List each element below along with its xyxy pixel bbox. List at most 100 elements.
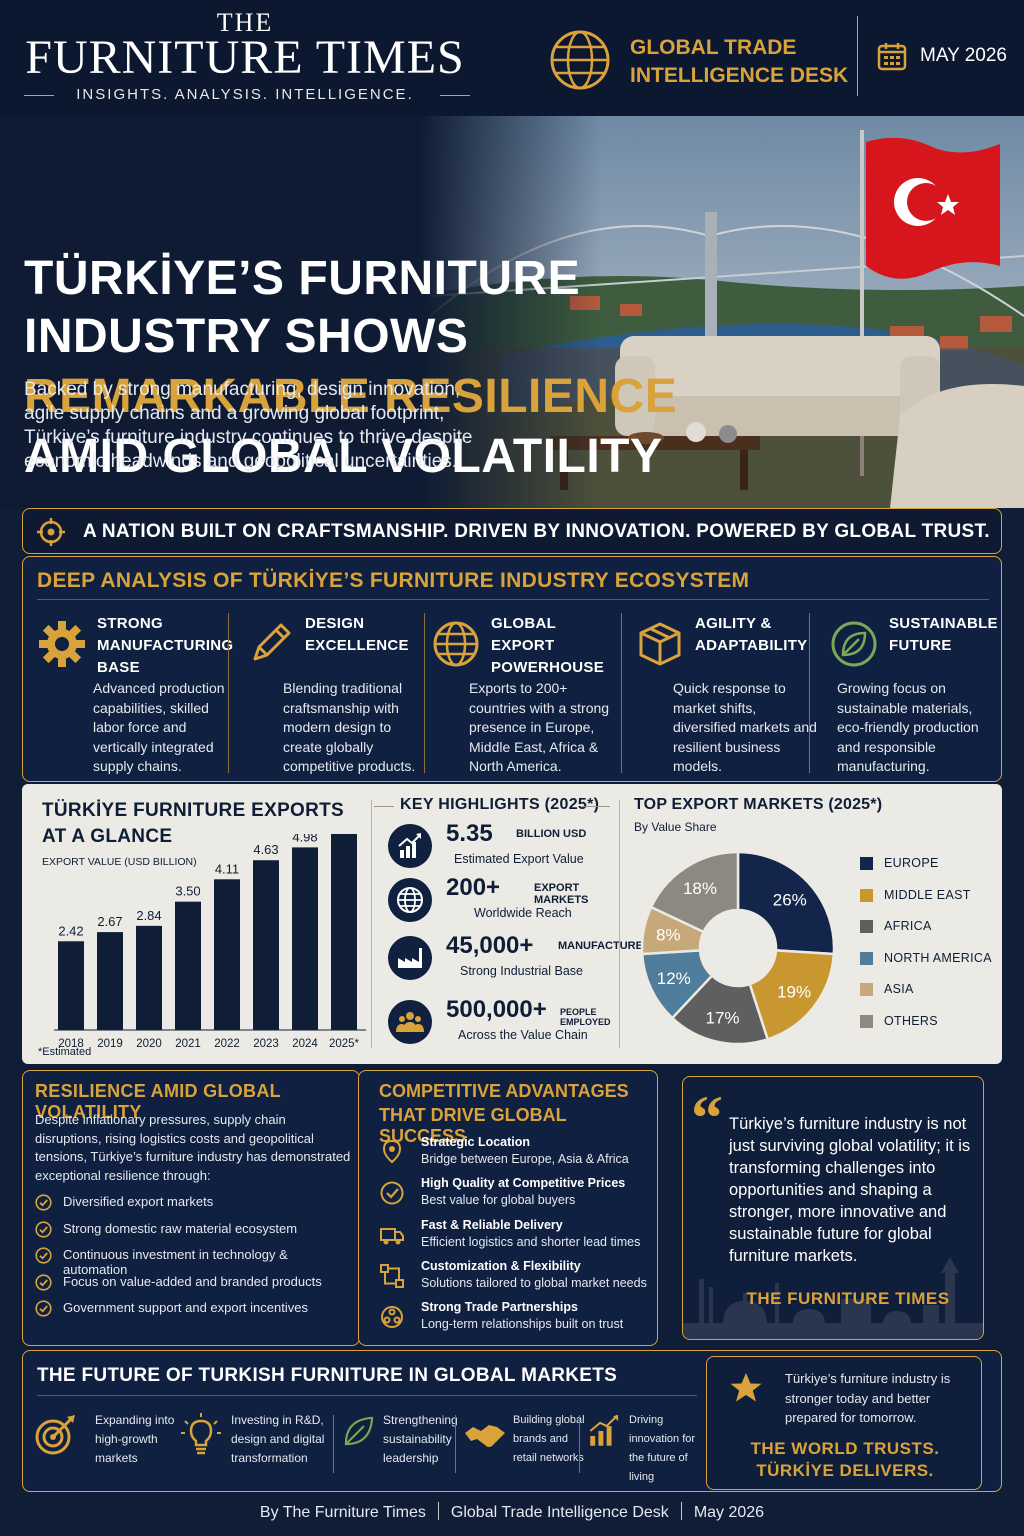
globe-icon <box>550 30 610 90</box>
desk-label-line2: INTELLIGENCE DESK <box>630 64 849 87</box>
legend-label: EUROPE <box>884 856 939 870</box>
exports-y-label: EXPORT VALUE (USD BILLION) <box>42 856 197 868</box>
callout-bold-line1: THE WORLD TRUSTS. <box>750 1439 940 1458</box>
desk-label-line1: GLOBAL TRADE <box>630 36 797 59</box>
legend-label: AFRICA <box>884 919 932 933</box>
donut-slice <box>736 850 836 956</box>
x-tick-label: 2023 <box>253 1038 279 1050</box>
future-divider <box>333 1415 334 1473</box>
bar-value-label: 2.42 <box>58 923 83 938</box>
export-bar <box>214 879 240 1030</box>
donut-slice <box>649 850 740 934</box>
resilience-item: Focus on value-added and branded product… <box>35 1273 355 1293</box>
highlight-employment: 500,000+ PEOPLE EMPLOYED Across the Valu… <box>388 996 628 1054</box>
future-item: Driving innovation for the future of liv… <box>587 1409 707 1483</box>
resilience-item-text: Strong domestic raw material ecosystem <box>63 1220 298 1236</box>
future-divider <box>579 1415 580 1473</box>
highlight-value: 45,000+ <box>446 932 534 959</box>
pillar-export: GLOBAL EXPORT POWERHOUSE Exports to 200+… <box>421 611 617 776</box>
markets-chart-subtitle: By Value Share <box>634 820 717 834</box>
legend-swatch <box>860 888 873 902</box>
advantage-sub: Best value for global buyers <box>421 1193 576 1207</box>
highlight-icon-circle <box>388 878 432 922</box>
quote-card: “ Türkiye’s furniture industry is not ju… <box>682 1076 984 1340</box>
highlights-rule-right <box>582 806 610 807</box>
markets-chart-title: TOP EXPORT MARKETS (2025*) <box>634 796 883 813</box>
x-tick-label: 2021 <box>175 1038 201 1050</box>
bar-value-label: 2.84 <box>136 908 161 923</box>
x-tick-label: 2025* <box>329 1038 360 1050</box>
footer-divider <box>680 1502 682 1520</box>
highlights-title: KEY HIGHLIGHTS (2025*) <box>400 796 600 813</box>
gear-icon <box>39 621 85 667</box>
future-text: Driving innovation for the future of liv… <box>629 1414 696 1483</box>
ecosystem-rule <box>37 599 989 600</box>
markets-donut-chart: 26% 19% 17% 12% 8% 18% <box>640 850 836 1046</box>
pillar-title: GLOBAL EXPORT POWERHOUSE <box>491 615 605 676</box>
target-icon <box>37 518 65 546</box>
future-item: Building global brands and retail networ… <box>463 1409 585 1479</box>
customization-icon <box>380 1264 404 1288</box>
quote-source: THE FURNITURE TIMES <box>746 1289 950 1308</box>
target-icon <box>35 1415 75 1455</box>
highlight-sub: Strong Industrial Base <box>460 964 583 978</box>
advantages-title-line1: COMPETITIVE ADVANTAGES <box>379 1081 629 1101</box>
resilience-item: Diversified export markets <box>35 1193 355 1213</box>
growth-chart-icon <box>398 833 421 858</box>
partnership-icon <box>381 1306 403 1328</box>
tagline-bar: A NATION BUILT ON CRAFTSMANSHIP. DRIVEN … <box>22 508 1002 554</box>
x-tick-label: 2018 <box>58 1038 84 1050</box>
bar-value-label: 4.98 <box>292 834 317 844</box>
legend-item: MIDDLE EAST <box>860 886 1000 904</box>
highlight-unit: EXPORT MARKETS <box>534 882 589 906</box>
headline-line1: TÜRKİYE’S FURNITURE <box>24 252 581 305</box>
export-bar <box>253 860 279 1030</box>
masthead-tagline: INSIGHTS. ANALYSIS. INTELLIGENCE. <box>76 86 414 103</box>
exports-chart-title: TÜRKİYE FURNITURE EXPORTS AT A GLANCE <box>42 798 344 850</box>
highlight-icon-circle <box>388 824 432 868</box>
highlight-unit: PEOPLE EMPLOYED <box>560 1007 611 1027</box>
slice-percent-label: 18% <box>683 879 717 898</box>
legend-label: MIDDLE EAST <box>884 887 971 902</box>
x-tick-label: 2024 <box>292 1038 318 1050</box>
pillar-title: SUSTAINABLE FUTURE <box>889 615 998 654</box>
future-divider <box>455 1415 456 1473</box>
advantage-item: Customization & Flexibility Solutions ta… <box>377 1259 657 1295</box>
hero-subtitle: Backed by strong manufacturing, design i… <box>24 379 473 472</box>
factory-icon <box>398 948 422 968</box>
future-item: Strengthening sustainability leadership <box>341 1409 461 1479</box>
footer-date: May 2026 <box>693 1504 765 1521</box>
legend-label: OTHERS <box>884 1013 938 1028</box>
stats-divider <box>371 800 372 1048</box>
highlight-value: 500,000+ <box>446 996 547 1023</box>
advantage-head: Strong Trade Partnerships <box>421 1300 578 1314</box>
pillar-text: Advanced production capabilities, skille… <box>93 680 225 774</box>
donut-slice <box>748 949 836 1041</box>
masthead-header: THE FURNITURE TIMES INSIGHTS. ANALYSIS. … <box>0 0 1024 116</box>
legend-label: ASIA <box>884 982 914 996</box>
legend-item: ASIA <box>860 980 1000 998</box>
pencil-icon <box>253 623 291 661</box>
stats-divider <box>619 800 620 1048</box>
x-tick-label: 2019 <box>97 1038 123 1050</box>
check-circle-icon <box>35 1220 52 1238</box>
ecosystem-section: DEEP ANALYSIS OF TÜRKİYE’S FURNITURE IND… <box>22 556 1002 782</box>
exports-title-line2: AT A GLANCE <box>42 826 173 847</box>
masthead-title: FURNITURE TIMES <box>25 31 465 84</box>
exports-title-line1: TÜRKİYE FURNITURE EXPORTS <box>42 800 345 821</box>
x-tick-label: 2020 <box>136 1038 162 1050</box>
future-item: Expanding into high-growth markets <box>33 1409 174 1479</box>
future-text: Strengthening sustainability leadership <box>383 1413 458 1465</box>
headline-line4: AMID GLOBAL VOLATILITY <box>24 430 663 483</box>
hero-section: TÜRKİYE’S FURNITURE INDUSTRY SHOWS REMAR… <box>0 116 1024 508</box>
globe-icon <box>433 621 479 667</box>
legend-swatch <box>860 920 873 933</box>
stats-panel: TÜRKİYE FURNITURE EXPORTS AT A GLANCE EX… <box>22 784 1002 1064</box>
highlight-unit: BILLION USD <box>516 828 587 840</box>
masthead-the: THE <box>216 8 274 37</box>
pillar-design: DESIGN EXCELLENCE Blending traditional c… <box>235 611 431 776</box>
advantage-item: Strong Trade Partnerships Long-term rela… <box>377 1300 657 1336</box>
highlight-icon-circle <box>388 1000 432 1044</box>
star-icon <box>730 1373 762 1402</box>
advantages-section: COMPETITIVE ADVANTAGES THAT DRIVE GLOBAL… <box>358 1070 658 1346</box>
